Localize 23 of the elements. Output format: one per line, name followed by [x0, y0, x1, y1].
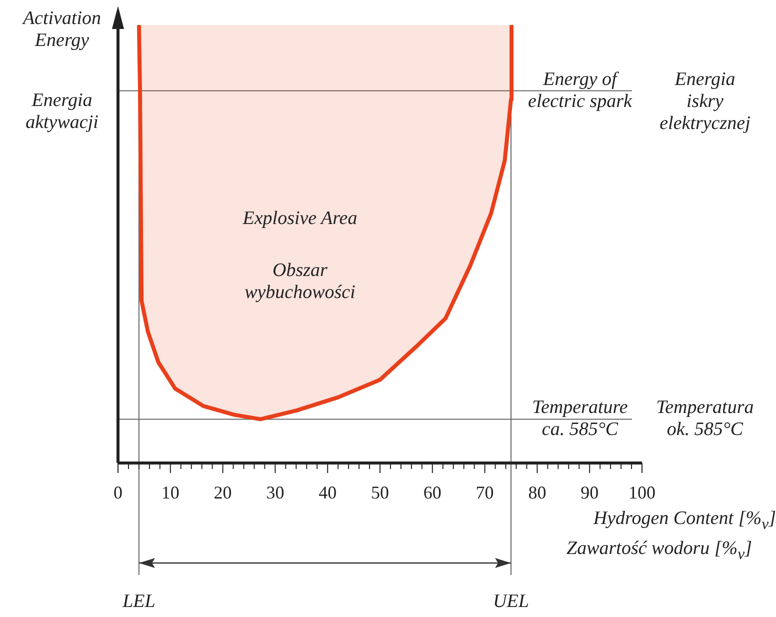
ref-line-label: Temperature ca. 585°C — [531, 397, 629, 442]
x-tick-label: 10 — [161, 482, 180, 503]
text: Zawartość wodoru [%$_{v}$] — [566, 538, 752, 565]
x-axis-title: Hydrogen Content [%$_{v}$] — [592, 508, 776, 535]
x-tick-label: 50 — [371, 482, 389, 503]
annotation: Explosive Area — [242, 208, 358, 230]
y-axis-title: Activation Energy — [21, 8, 102, 52]
x-tick-label: 60 — [423, 482, 442, 503]
ref-line-label: Energy of electric spark — [527, 68, 634, 113]
x-tick-label: 90 — [580, 482, 599, 503]
x-tick-label: 100 — [628, 482, 656, 503]
text: Temperatura ok. 585°C — [655, 397, 755, 442]
text: Energia aktywacji — [24, 90, 100, 134]
x-tick-label: 80 — [528, 482, 546, 503]
ref-line-label: UEL — [492, 591, 530, 613]
text: Energia iskry elektrycznej — [658, 68, 752, 135]
x-tick-label: 20 — [214, 482, 232, 503]
x-tick-label: 40 — [318, 482, 337, 503]
ref-line-label: LEL — [122, 591, 156, 613]
annotation: Obszar wybuchowości — [244, 260, 356, 304]
x-tick-label: 0 — [114, 482, 122, 503]
x-tick-label: 30 — [266, 482, 284, 503]
x-tick-label: 70 — [476, 482, 494, 503]
